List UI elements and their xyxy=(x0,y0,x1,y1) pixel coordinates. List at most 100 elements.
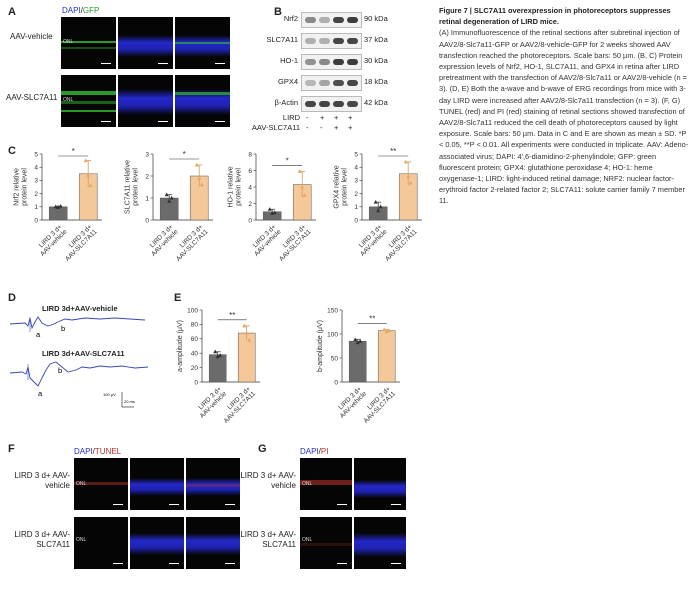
y-label-line: SLC7A11 relative xyxy=(125,160,132,214)
row-label-aav-slc7a11: AAV-SLC7A11 xyxy=(6,93,58,102)
scale-ms-label: 20 ms xyxy=(124,399,135,404)
sig-label: * xyxy=(183,150,186,159)
chart-gpx4: 0 1 2 3 4 5 GPX4 relativeprotein level LIRD 3 d… xyxy=(334,147,422,263)
blot-label-0: Nrf2 xyxy=(283,14,298,23)
dapi-label: DAPI xyxy=(300,447,319,456)
blot-strip-2 xyxy=(301,54,362,70)
bar-0 xyxy=(208,354,227,383)
row-label-f-slc7a11: LIRD 3 d+ AAV-SLC7A11 xyxy=(14,530,70,549)
y-label-line: GPX4 relative xyxy=(334,165,341,208)
y-tick-label: 1 xyxy=(354,204,358,211)
blot-band xyxy=(333,59,344,65)
blot-band xyxy=(319,17,330,23)
row-label-aav-vehicle: AAV-vehicle xyxy=(10,32,53,41)
trace1-title: LIRD 3d+AAV-vehicle xyxy=(42,304,118,313)
scale-bar xyxy=(101,62,111,64)
data-point xyxy=(53,204,58,209)
micrograph-g-dapi-slc7a11 xyxy=(354,517,406,569)
erg-trace-vehicle xyxy=(10,316,146,330)
x-tick-label: LIRD 3 d+AAV-vehicle xyxy=(248,223,283,258)
blot-band xyxy=(305,17,316,23)
row-label-f-vehicle: LIRD 3 d+ AAV-vehicle xyxy=(14,471,70,490)
onl-label: ONL xyxy=(302,537,313,543)
onl-label: ONL xyxy=(63,97,74,103)
blot-band xyxy=(305,80,316,86)
y-tick-label: 2 xyxy=(34,191,38,198)
micrograph-g-dapi-vehicle xyxy=(354,458,406,510)
y-tick-label: 1 xyxy=(145,195,149,202)
bar-1 xyxy=(377,330,396,383)
data-point xyxy=(244,330,249,335)
y-label-line: protein level xyxy=(133,168,140,206)
micrograph-f-dapi-slc7a11 xyxy=(130,517,184,569)
blot-band xyxy=(319,59,330,65)
y-tick-label: 4 xyxy=(34,165,38,172)
y-tick-label: 3 xyxy=(354,178,358,185)
micrograph-f-tunel-slc7a11: ONL xyxy=(74,517,128,569)
blot-label-1: SLC7A11 xyxy=(266,35,298,44)
data-point xyxy=(382,327,387,332)
blot-strip-4 xyxy=(301,96,362,112)
y-tick-label: 60 xyxy=(191,336,199,343)
lird-sign: - xyxy=(306,113,309,122)
caption-body: (A) Immunofluorescence of the retinal se… xyxy=(439,28,689,206)
onl-label: ONL xyxy=(76,537,87,543)
erg-traces: a b a b 100 μV 20 ms xyxy=(10,316,149,408)
panel-label-b: B xyxy=(274,6,282,18)
y-tick-label: 0 xyxy=(334,379,338,386)
blot-label-2: HO-1 xyxy=(280,56,298,65)
y-tick-label: 2 xyxy=(354,191,358,198)
y-label-line: Nrf2 relative xyxy=(14,168,21,206)
row-label-g-vehicle: LIRD 3 d+ AAV-vehicle xyxy=(240,471,296,490)
y-tick-label: 0 xyxy=(354,217,358,224)
wave-b-label-1: b xyxy=(61,324,65,333)
row-label-g-slc7a11: LIRD 3 d+ AAV-SLC7A11 xyxy=(240,530,296,549)
blot-band xyxy=(305,101,316,107)
x-tick-label: LIRD 3 d+AAV-SLC7A11 xyxy=(170,223,210,263)
erg-trace-slc7a11 xyxy=(10,361,149,387)
blot-band xyxy=(333,101,344,107)
bar-1 xyxy=(237,332,256,383)
x-tick-label: LIRD 3 d+AAV-vehicle xyxy=(334,385,369,420)
micrograph-f-tunel-vehicle: ONL xyxy=(74,458,128,510)
y-tick-label: 8 xyxy=(248,151,252,158)
scale-bar xyxy=(225,562,235,564)
data-point xyxy=(353,337,358,342)
data-point xyxy=(83,158,88,163)
y-tick-label: 20 xyxy=(191,365,199,372)
data-point xyxy=(378,204,383,209)
blot-band xyxy=(305,38,316,44)
bar-0 xyxy=(348,340,367,383)
chart-nrf2: 0 1 2 3 4 5 Nrf2 relativeprotein level LIRD 3 d… xyxy=(14,147,102,263)
y-axis-label: a-amplitude (μV) xyxy=(177,320,184,372)
micrograph-f-merge-vehicle xyxy=(186,458,240,510)
x-tick-label: LIRD 3 d+AAV-vehicle xyxy=(354,223,389,258)
blot-band xyxy=(347,38,358,44)
scale-bar xyxy=(225,503,235,505)
onl-label: ONL xyxy=(302,481,313,487)
scale-bar xyxy=(337,562,347,564)
data-point xyxy=(242,323,247,328)
data-point xyxy=(272,210,277,215)
x-tick-label: LIRD 3 d+AAV-SLC7A11 xyxy=(379,223,419,263)
scale-bar xyxy=(169,503,179,505)
y-tick-label: 1 xyxy=(34,204,38,211)
y-tick-label: 2 xyxy=(145,173,149,180)
panel-label-g: G xyxy=(258,443,267,455)
blot-band xyxy=(333,38,344,44)
aav-sign: - xyxy=(320,123,323,132)
scale-bar xyxy=(101,120,111,122)
aav-sign: + xyxy=(334,123,339,132)
aav-sign: + xyxy=(348,123,353,132)
data-point xyxy=(215,354,220,359)
y-label-line: HO-1 relative xyxy=(228,166,235,207)
blot-label-3: GPX4 xyxy=(277,77,298,86)
micrograph-a-gfp-slc7a11: ONL xyxy=(61,75,116,127)
data-point xyxy=(213,349,218,354)
blot-strip-1 xyxy=(301,33,362,49)
data-point xyxy=(302,193,307,197)
y-label-line: protein level xyxy=(22,168,29,206)
y-tick-label: 150 xyxy=(327,307,338,314)
